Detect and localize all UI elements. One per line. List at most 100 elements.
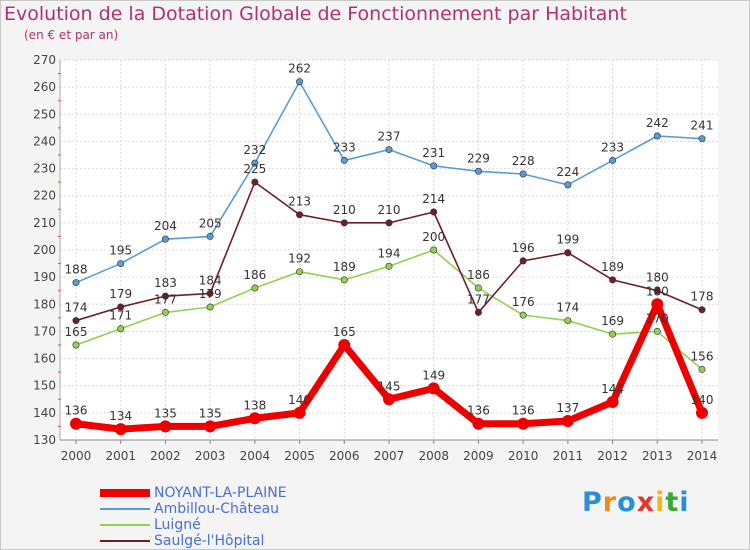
data-label: 135 (154, 406, 177, 420)
data-label: 228 (512, 154, 535, 168)
data-point (248, 412, 261, 425)
data-point (519, 170, 527, 178)
data-label: 192 (288, 252, 311, 266)
data-point (296, 268, 304, 276)
data-label: 200 (422, 230, 445, 244)
data-point (517, 417, 530, 430)
data-label: 135 (199, 406, 222, 420)
legend-label: Luigné (154, 517, 201, 533)
logo-letter: i (679, 487, 690, 518)
data-point (72, 317, 80, 325)
data-point (698, 135, 706, 143)
data-label: 224 (556, 165, 579, 179)
data-point (251, 159, 259, 167)
x-tick-label: 2000 (61, 449, 92, 463)
data-label: 229 (467, 151, 490, 165)
data-point (114, 423, 127, 436)
x-tick-label: 2001 (105, 449, 136, 463)
data-labels: 136 134 135 135 138 140 165 145 149 136 136 137 144 1… (65, 62, 714, 423)
x-tick-label: 2010 (508, 449, 539, 463)
data-point (206, 303, 214, 311)
data-label: 174 (65, 301, 88, 315)
data-label: 186 (243, 268, 266, 282)
x-tick-label: 2006 (329, 449, 360, 463)
x-tick-label: 2002 (150, 449, 181, 463)
data-label: 186 (467, 268, 490, 282)
x-tick-label: 2009 (463, 449, 494, 463)
data-label: 237 (378, 130, 401, 144)
data-point (204, 420, 217, 433)
data-point (430, 208, 438, 216)
data-point (206, 232, 214, 240)
data-point (430, 162, 438, 170)
data-point (651, 298, 664, 311)
data-point (609, 276, 617, 284)
data-point (474, 167, 482, 175)
data-point (72, 341, 80, 349)
data-point (427, 382, 440, 395)
data-point (519, 257, 527, 265)
legend-item: NOYANT-LA-PLAINE (100, 485, 287, 501)
data-point (564, 181, 572, 189)
data-label: 140 (288, 393, 311, 407)
legend-label: NOYANT-LA-PLAINE (154, 485, 287, 501)
data-label: 189 (601, 260, 624, 274)
data-point (338, 339, 351, 351)
data-label: 156 (691, 349, 714, 363)
y-tick-label: 260 (33, 80, 56, 94)
data-point (519, 311, 527, 319)
data-label: 241 (691, 119, 714, 133)
data-label: 177 (154, 292, 177, 306)
data-label: 144 (601, 382, 624, 396)
legend: NOYANT-LA-PLAINE Ambillou-Château Luigné Sa… (100, 485, 287, 549)
data-point (340, 219, 348, 227)
x-tick-label: 2003 (195, 449, 226, 463)
data-label: 170 (646, 311, 669, 325)
data-label: 149 (422, 368, 445, 382)
logo-letter: o (617, 487, 637, 518)
data-label: 180 (646, 271, 669, 285)
data-label: 188 (65, 263, 88, 277)
data-label: 210 (333, 203, 356, 217)
data-point (117, 260, 125, 268)
data-point (72, 279, 80, 287)
x-tick-label: 2014 (687, 449, 718, 463)
data-label: 214 (422, 192, 445, 206)
data-point (564, 249, 572, 257)
data-point (161, 235, 169, 243)
data-point (251, 284, 259, 292)
data-label: 136 (512, 404, 535, 418)
data-label: 169 (601, 314, 624, 328)
chart-title: Evolution de la Dotation Globale de Fonc… (4, 3, 627, 25)
y-tick-label: 130 (33, 433, 56, 447)
data-label: 171 (109, 309, 132, 323)
data-point (653, 327, 661, 335)
data-point (293, 406, 306, 419)
data-point (117, 325, 125, 333)
data-label: 225 (243, 162, 266, 176)
data-label: 165 (333, 325, 356, 339)
data-label: 174 (556, 301, 579, 315)
axes: 130 140 150 160 170 180 190 200 210 220 230 240 250 2… (33, 53, 718, 463)
legend-swatch (100, 524, 150, 526)
y-tick-label: 160 (33, 352, 56, 366)
logo-letter: i (655, 487, 666, 518)
legend-swatch (100, 489, 150, 497)
data-label: 137 (556, 401, 579, 415)
data-point (251, 178, 259, 186)
y-tick-label: 230 (33, 162, 56, 176)
data-label: 134 (109, 409, 132, 423)
proxiti-logo: Proxiti (582, 487, 690, 518)
data-point (340, 276, 348, 284)
data-point (161, 292, 169, 300)
data-label: 136 (467, 404, 490, 418)
data-point (430, 246, 438, 254)
data-label: 210 (378, 203, 401, 217)
legend-label: Saulgé-l'Hôpital (154, 533, 265, 549)
data-label: 204 (154, 219, 177, 233)
y-tick-label: 190 (33, 270, 56, 284)
data-label: 232 (243, 143, 266, 157)
data-point (653, 132, 661, 140)
data-point (474, 284, 482, 292)
data-label: 145 (378, 379, 401, 393)
